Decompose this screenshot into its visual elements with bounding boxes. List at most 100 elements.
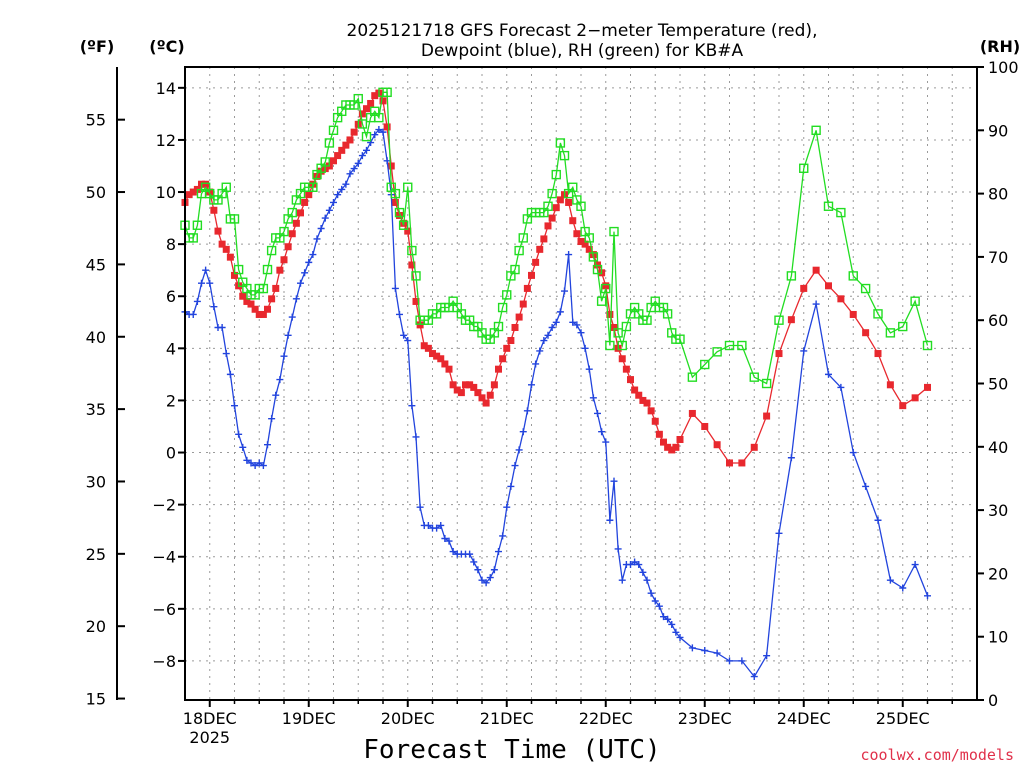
data-point bbox=[321, 214, 329, 222]
data-point bbox=[655, 430, 663, 438]
data-point bbox=[391, 284, 399, 292]
data-point bbox=[247, 459, 255, 467]
data-point bbox=[507, 337, 515, 345]
data-point bbox=[353, 93, 363, 104]
series-dewpoint bbox=[181, 126, 931, 681]
data-point bbox=[404, 227, 412, 235]
data-point bbox=[688, 644, 696, 652]
data-point bbox=[287, 207, 297, 218]
data-point bbox=[346, 136, 354, 144]
data-point bbox=[862, 329, 870, 337]
data-point bbox=[259, 462, 267, 470]
data-point bbox=[338, 185, 346, 193]
rh-tick-label: 70 bbox=[988, 248, 1008, 267]
data-point bbox=[363, 146, 370, 154]
data-point bbox=[243, 297, 251, 305]
fahrenheit-tick-label: 40 bbox=[86, 328, 106, 347]
data-point bbox=[713, 441, 721, 449]
data-point bbox=[255, 310, 263, 318]
data-point bbox=[387, 162, 395, 170]
gridlines bbox=[185, 67, 977, 700]
data-point bbox=[346, 170, 354, 178]
data-point bbox=[885, 328, 896, 338]
data-point bbox=[499, 355, 507, 363]
data-point bbox=[490, 566, 498, 574]
data-point bbox=[594, 409, 601, 417]
data-point bbox=[565, 251, 573, 259]
celsius-tick-label: −8 bbox=[152, 652, 176, 671]
celsius-tick-label: −2 bbox=[152, 496, 176, 515]
data-point bbox=[592, 264, 603, 275]
data-point bbox=[647, 589, 655, 597]
data-point bbox=[411, 271, 421, 281]
data-point bbox=[924, 592, 931, 600]
data-point bbox=[255, 459, 263, 467]
data-point bbox=[873, 309, 883, 319]
data-point bbox=[726, 657, 733, 665]
data-point bbox=[407, 245, 417, 256]
x-tick-label: 24DEC bbox=[777, 709, 831, 728]
data-point bbox=[737, 340, 747, 351]
chart-title-line2: Dewpoint (blue), RH (green) for KB#A bbox=[421, 41, 744, 61]
data-point bbox=[280, 352, 288, 360]
data-point bbox=[874, 516, 882, 524]
data-point bbox=[470, 383, 478, 391]
x-tick-label: 22DEC bbox=[579, 709, 633, 728]
data-point bbox=[518, 233, 528, 243]
data-point bbox=[581, 344, 589, 352]
data-point bbox=[192, 220, 203, 230]
data-point bbox=[598, 428, 606, 436]
data-point bbox=[825, 282, 832, 290]
data-point bbox=[206, 279, 214, 287]
data-point bbox=[569, 318, 577, 326]
data-point bbox=[305, 258, 313, 266]
data-point bbox=[330, 198, 337, 206]
data-point bbox=[910, 296, 920, 306]
data-point bbox=[231, 271, 238, 279]
data-point bbox=[358, 152, 366, 160]
celsius-tick-label: 10 bbox=[156, 183, 176, 202]
data-point bbox=[251, 462, 259, 470]
data-point bbox=[276, 266, 284, 274]
data-point bbox=[412, 433, 420, 441]
celsius-tick-label: 8 bbox=[166, 235, 176, 254]
data-point bbox=[800, 284, 808, 292]
data-point bbox=[523, 284, 531, 292]
data-point bbox=[221, 182, 231, 192]
data-point bbox=[264, 305, 271, 313]
data-point bbox=[862, 482, 870, 490]
data-point bbox=[552, 318, 560, 326]
data-point bbox=[911, 561, 919, 569]
data-point bbox=[404, 337, 412, 345]
data-point bbox=[361, 131, 372, 142]
data-point bbox=[786, 271, 797, 281]
data-point bbox=[416, 503, 424, 511]
data-point bbox=[284, 331, 292, 339]
data-point bbox=[437, 521, 445, 529]
fahrenheit-tick-label: 45 bbox=[86, 255, 106, 274]
x-tick-label: 20DEC bbox=[381, 709, 435, 728]
data-point bbox=[787, 454, 795, 462]
data-point bbox=[226, 253, 234, 261]
series-line bbox=[184, 91, 929, 385]
data-point bbox=[276, 376, 284, 384]
data-point bbox=[675, 334, 685, 344]
data-point bbox=[874, 350, 882, 358]
data-point bbox=[400, 331, 408, 339]
celsius-tick-label: 0 bbox=[166, 444, 176, 463]
data-point bbox=[226, 370, 234, 378]
data-point bbox=[812, 300, 820, 308]
data-point bbox=[292, 295, 300, 303]
data-point bbox=[371, 92, 379, 100]
data-point bbox=[396, 310, 403, 318]
data-point bbox=[668, 446, 676, 454]
data-point bbox=[701, 647, 709, 655]
data-point bbox=[536, 245, 544, 253]
data-point bbox=[544, 222, 552, 230]
data-point bbox=[433, 352, 441, 360]
rh-tick-label: 60 bbox=[988, 311, 1008, 330]
data-point bbox=[478, 394, 486, 402]
data-point bbox=[811, 125, 821, 136]
data-point bbox=[449, 548, 457, 556]
data-point bbox=[540, 235, 548, 243]
